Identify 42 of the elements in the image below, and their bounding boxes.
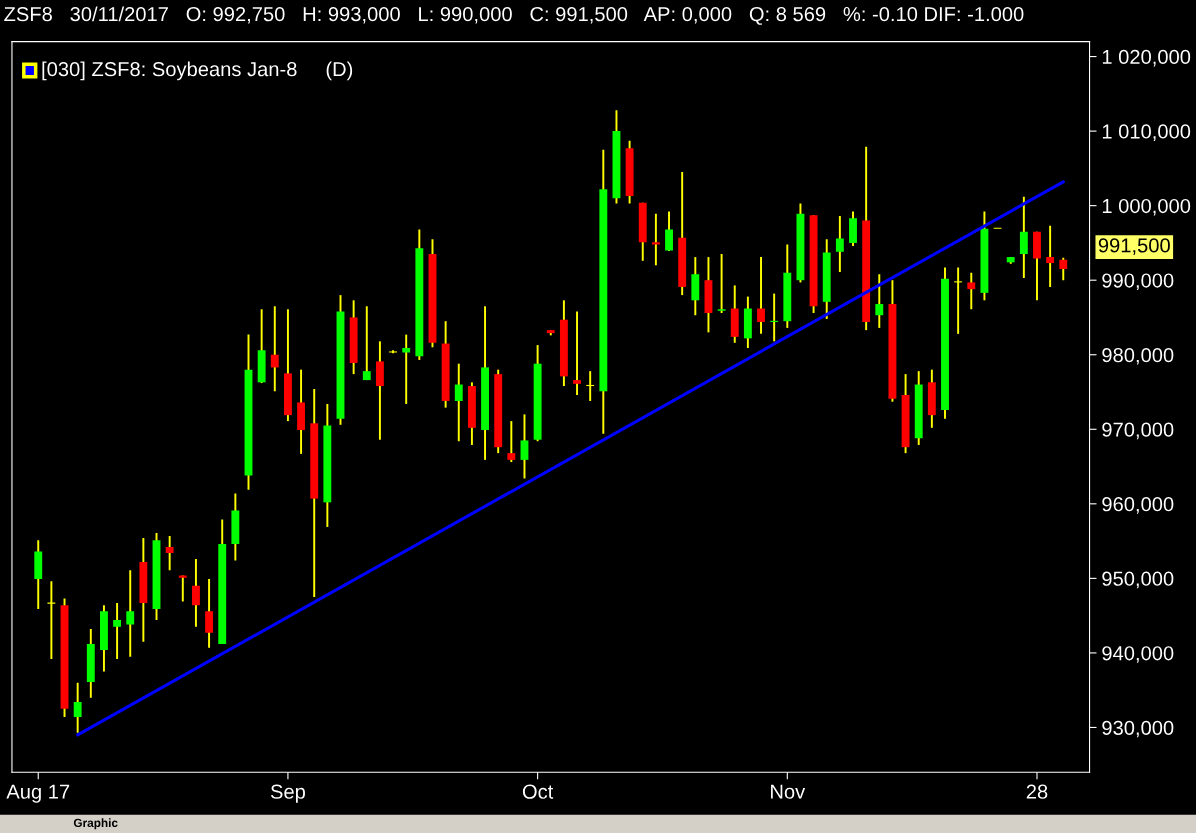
candlestick: [454, 362, 463, 443]
candlestick: [113, 602, 122, 660]
y-tick-label: 970,000: [1102, 422, 1174, 440]
chart-title: ZSF8 30/11/2017 O: 992,750 H: 993,000 L: 990,000 C: 991,500 AP: 0,000 Q: 8 569 %: -0.10 DIF: -1.000: [4, 6, 1024, 25]
candlestick: [205, 578, 214, 649]
candlestick: [73, 681, 82, 734]
x-tick-label: Sep: [270, 784, 305, 803]
text: [030] ZSF8: Soybeans Jan-8 (D): [42, 61, 353, 81]
x-tick-label: Oct: [522, 784, 554, 799]
candlestick: [757, 256, 765, 335]
candlestick: [165, 534, 174, 572]
y-tick-label: 960,000: [1102, 497, 1174, 514]
candlestick: [573, 310, 581, 396]
y-tick-label: 950,000: [1102, 571, 1174, 589]
candlestick: [362, 305, 371, 382]
y-tick-label: 930,000: [1102, 720, 1174, 738]
candlestick: [1019, 195, 1028, 279]
candlestick: [507, 420, 516, 464]
candlestick: [270, 305, 279, 393]
candlestick: [835, 215, 844, 273]
x-tick-label: Nov: [771, 784, 806, 799]
y-tick-label: 940,000: [1102, 646, 1174, 663]
y-tick-label: 1 020,000: [1102, 49, 1191, 67]
candlestick: [192, 558, 200, 628]
text: 991,500: [1098, 238, 1170, 255]
candlestick: [178, 574, 187, 603]
candlestick: [1059, 256, 1068, 282]
candlestick: [126, 569, 135, 658]
text: Graphic: [73, 818, 118, 830]
x-tick-label: 28: [1026, 784, 1048, 799]
candlestick: [520, 413, 529, 480]
x-tick-label: Aug 17: [6, 784, 70, 803]
candlestick: [402, 333, 411, 405]
candlestick: [967, 271, 976, 311]
y-tick-label: 1 010,000: [1102, 124, 1191, 141]
candlestick: [875, 273, 884, 329]
candlestick: [1046, 224, 1055, 288]
y-tick-label: 990,000: [1102, 273, 1174, 291]
candlestick: [717, 253, 726, 314]
y-tick-label: 980,000: [1102, 347, 1174, 365]
y-tick-label: 1 000,000: [1102, 198, 1191, 216]
candlestick: [665, 210, 673, 253]
